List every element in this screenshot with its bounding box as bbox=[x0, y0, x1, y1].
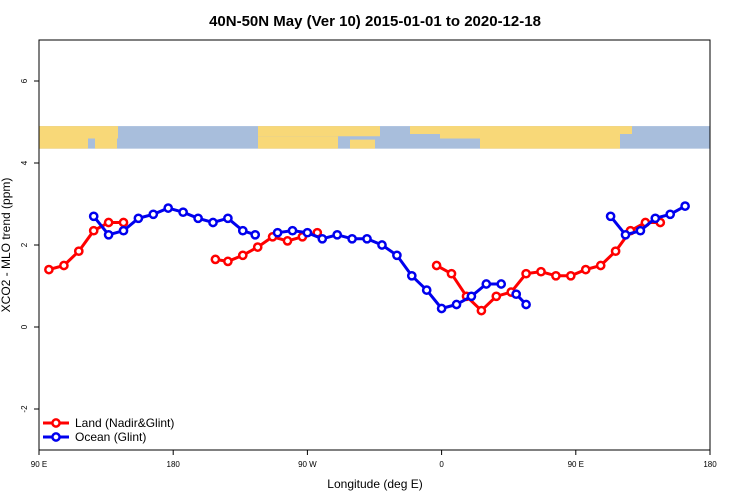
legend: Land (Nadir&Glint)Ocean (Glint) bbox=[43, 416, 174, 444]
legend-label: Ocean (Glint) bbox=[75, 430, 146, 444]
data-point bbox=[511, 289, 522, 300]
y-axis: -2 0 2 4 6 bbox=[20, 78, 39, 413]
legend-swatch-marker bbox=[51, 432, 61, 442]
data-point bbox=[446, 268, 457, 279]
map-land-shape bbox=[480, 138, 620, 149]
data-point bbox=[44, 264, 54, 275]
data-point bbox=[223, 256, 233, 267]
data-point bbox=[250, 229, 261, 240]
data-point bbox=[59, 260, 69, 271]
x-tick-label: 90 W bbox=[298, 460, 317, 469]
map-land-shape bbox=[95, 138, 117, 149]
y-tick-label: 4 bbox=[20, 160, 29, 165]
y-tick-label: 6 bbox=[20, 78, 29, 83]
data-point bbox=[595, 260, 606, 271]
x-tick-label: 180 bbox=[703, 460, 717, 469]
data-point bbox=[272, 227, 283, 238]
data-point bbox=[237, 225, 248, 236]
data-point bbox=[317, 233, 328, 244]
x-axis: 90 E 180 90 W 0 90 E 180 bbox=[31, 450, 717, 469]
data-point bbox=[88, 225, 99, 236]
data-point bbox=[496, 279, 507, 289]
x-tick-label: 90 E bbox=[31, 460, 47, 469]
data-point bbox=[536, 266, 546, 277]
data-point bbox=[521, 268, 531, 279]
data-point bbox=[610, 246, 621, 257]
data-point bbox=[551, 270, 561, 281]
map-land-shape bbox=[620, 126, 632, 134]
data-point bbox=[287, 225, 298, 236]
data-point bbox=[163, 203, 174, 213]
data-point bbox=[431, 260, 442, 271]
x-tick-label: 180 bbox=[167, 460, 181, 469]
y-tick-label: 2 bbox=[20, 242, 29, 247]
data-point bbox=[605, 211, 616, 222]
data-point bbox=[118, 217, 129, 228]
data-point bbox=[282, 236, 293, 246]
data-point bbox=[650, 213, 661, 224]
map-land-shape bbox=[258, 136, 338, 149]
data-point bbox=[118, 225, 129, 236]
map-land bbox=[39, 126, 632, 149]
data-point bbox=[406, 270, 417, 281]
data-point bbox=[208, 217, 218, 228]
data-point bbox=[680, 201, 690, 211]
data-point bbox=[332, 229, 343, 240]
data-point bbox=[73, 246, 84, 257]
data-point bbox=[362, 233, 372, 244]
data-point bbox=[237, 250, 248, 261]
data-point bbox=[133, 213, 144, 224]
y-tick-label: 0 bbox=[20, 324, 29, 329]
data-point bbox=[252, 242, 263, 252]
legend-swatch-marker bbox=[51, 418, 61, 428]
data-point bbox=[347, 233, 357, 244]
data-point bbox=[620, 229, 631, 240]
data-point bbox=[302, 227, 313, 238]
data-point bbox=[436, 303, 447, 314]
data-point bbox=[635, 225, 646, 236]
legend-label: Land (Nadir&Glint) bbox=[75, 416, 174, 430]
y-axis-label: XCO2 - MLO trend (ppm) bbox=[0, 178, 13, 313]
series-line bbox=[277, 229, 502, 311]
data-point bbox=[665, 209, 676, 220]
map-land-shape bbox=[350, 139, 375, 149]
plot-frame bbox=[38, 39, 711, 451]
data-point bbox=[103, 229, 114, 240]
data-point bbox=[210, 254, 221, 265]
data-point bbox=[521, 299, 531, 310]
data-point bbox=[148, 209, 159, 220]
data-point bbox=[466, 291, 477, 302]
x-tick-label: 0 bbox=[439, 460, 444, 469]
data-point bbox=[377, 240, 387, 250]
series-land bbox=[44, 217, 666, 316]
series-ocean bbox=[88, 201, 690, 314]
data-point bbox=[223, 213, 233, 224]
data-point bbox=[451, 299, 462, 310]
data-point bbox=[88, 211, 99, 222]
map-land-shape bbox=[39, 126, 88, 149]
map-land-shape bbox=[258, 126, 380, 137]
map-land-shape bbox=[88, 126, 118, 139]
series-line bbox=[435, 221, 661, 313]
series-layer bbox=[44, 201, 690, 316]
x-axis-label: Longitude (deg E) bbox=[327, 477, 422, 491]
y-tick-label: -2 bbox=[20, 405, 29, 413]
data-point bbox=[103, 217, 114, 228]
data-point bbox=[491, 291, 502, 302]
data-point bbox=[481, 279, 492, 289]
data-point bbox=[178, 207, 188, 218]
data-point bbox=[476, 305, 487, 316]
map-land-shape bbox=[440, 126, 620, 139]
map-strip bbox=[39, 126, 710, 149]
data-point bbox=[421, 285, 432, 295]
data-point bbox=[193, 213, 203, 224]
x-tick-label: 90 E bbox=[568, 460, 584, 469]
data-point bbox=[565, 270, 576, 281]
chart-title: 40N-50N May (Ver 10) 2015-01-01 to 2020-… bbox=[209, 13, 541, 30]
data-point bbox=[392, 250, 402, 261]
data-point bbox=[580, 264, 591, 275]
